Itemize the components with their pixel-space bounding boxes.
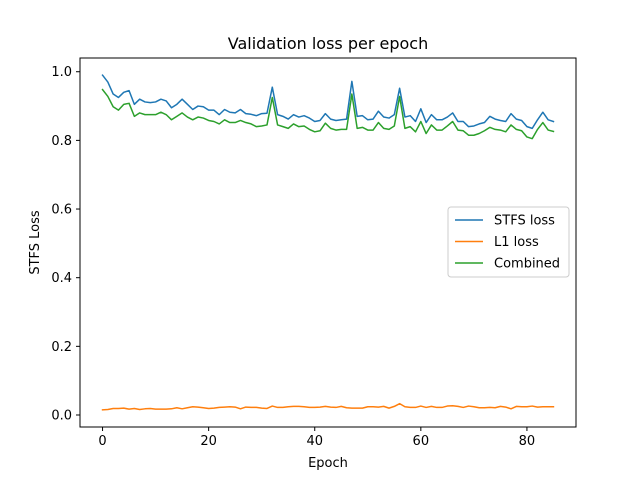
x-tick-label: 20 [200,434,217,449]
series-line-combined [101,88,555,140]
x-axis-label: Epoch [308,456,348,471]
series-line-l1-loss [101,402,555,411]
x-axis-ticks: 0 20 40 60 80 [98,427,535,449]
plot-frame [79,57,577,428]
legend-label-stfs-loss: STFS loss [494,214,555,229]
legend-label-combined: Combined [494,257,560,272]
y-tick-label: 0.8 [51,134,72,149]
legend-label-l1-loss: L1 loss [494,235,539,250]
plot-lines [101,74,555,411]
y-tick-label: 0.0 [51,408,72,423]
y-tick-label: 0.6 [51,203,72,218]
x-tick-label: 60 [413,434,430,449]
y-tick-label: 0.2 [51,340,72,355]
chart-title: Validation loss per epoch [228,34,428,53]
series-line-stfs-loss [101,74,555,130]
x-tick-label: 0 [98,434,106,449]
y-tick-label: 1.0 [51,65,72,80]
y-axis-ticks: 0.0 0.2 0.4 0.6 0.8 1.0 [51,65,80,423]
y-axis-label: STFS Loss [28,210,43,275]
x-tick-label: 40 [306,434,323,449]
y-tick-label: 0.4 [51,271,72,286]
legend: STFS loss L1 loss Combined [447,206,570,278]
x-tick-label: 80 [519,434,536,449]
legend-box [447,206,570,278]
